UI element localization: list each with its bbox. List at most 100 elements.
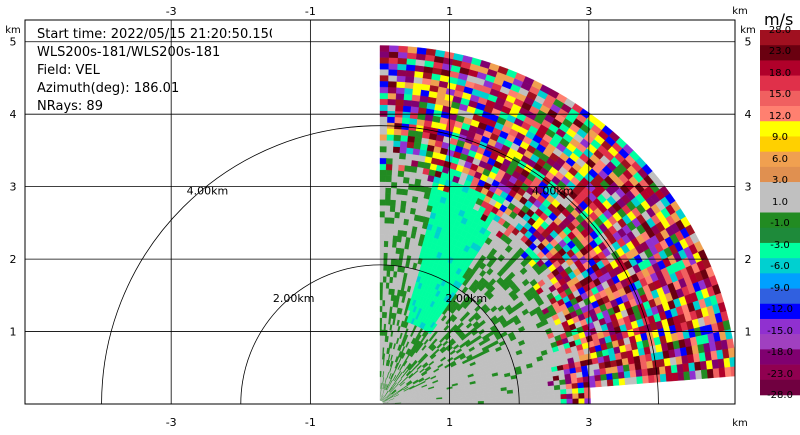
velocity-gate: [594, 374, 602, 382]
velocity-gate: [411, 153, 420, 162]
x-tick-label: -1: [305, 416, 316, 429]
velocity-gate: [387, 92, 397, 100]
velocity-gate: [571, 382, 579, 390]
colorbar-label: 3.0: [772, 175, 788, 187]
colorbar-segment: [760, 288, 800, 305]
velocity-gate: [560, 389, 567, 395]
velocity-gate: [379, 74, 389, 82]
velocity-gate: [552, 375, 560, 382]
velocity-gate: [507, 393, 514, 398]
velocity-gate: [566, 398, 574, 404]
y-unit-label: km: [5, 25, 21, 36]
velocity-gate: [572, 398, 579, 404]
velocity-gate: [389, 217, 395, 224]
velocity-gate: [571, 388, 579, 395]
velocity-gate: [518, 392, 526, 397]
velocity-gate: [386, 134, 395, 141]
velocity-gate: [396, 75, 407, 83]
velocity-gate: [391, 175, 399, 183]
velocity-gate: [388, 223, 395, 230]
velocity-gate: [530, 391, 538, 397]
velocity-gate: [395, 193, 403, 201]
y-tick-label: 4: [745, 108, 752, 121]
velocity-gate: [388, 234, 394, 242]
velocity-gate: [396, 187, 403, 195]
velocity-gate: [477, 401, 485, 404]
colorbar-label: -1.0: [770, 218, 790, 230]
velocity-gate: [416, 47, 428, 55]
x-tick-label: 1: [446, 5, 453, 18]
velocity-gate: [379, 264, 384, 271]
velocity-gate: [630, 376, 638, 385]
velocity-gate: [389, 211, 396, 218]
velocity-gate: [379, 282, 384, 289]
y-tick-label: 1: [745, 326, 752, 339]
colorbar-segment: [760, 106, 800, 122]
velocity-gate: [385, 175, 393, 183]
colorbar-label: 6.0: [772, 153, 788, 165]
velocity-gate: [641, 368, 649, 377]
velocity-gate: [399, 206, 407, 214]
velocity-gate: [396, 182, 404, 189]
velocity-gate: [688, 362, 696, 372]
velocity-gate: [385, 169, 393, 177]
velocity-gate: [384, 222, 390, 230]
velocity-gate: [379, 222, 385, 230]
velocity-gate: [379, 205, 386, 212]
velocity-gate: [570, 377, 578, 385]
velocity-gate: [384, 216, 391, 224]
colorbar-segment: [760, 318, 800, 335]
velocity-gate: [659, 373, 667, 383]
field-label: Field: VEL: [37, 63, 100, 78]
colorbar-segment: [760, 197, 800, 213]
velocity-gate: [379, 293, 384, 301]
velocity-gate: [553, 380, 561, 386]
colorbar-segment: [760, 212, 800, 229]
velocity-gate: [682, 363, 690, 373]
velocity-gate: [379, 187, 386, 194]
velocity-gate: [565, 383, 573, 390]
x-tick-label: -3: [166, 416, 177, 429]
velocity-gate: [548, 399, 556, 404]
velocity-gate: [665, 373, 673, 382]
velocity-gate: [595, 380, 602, 388]
velocity-gate: [542, 386, 549, 392]
velocity-gate: [677, 371, 685, 381]
velocity-gate: [565, 378, 573, 385]
x-tick-label: -1: [305, 5, 316, 18]
velocity-gate: [471, 398, 479, 402]
velocity-gate: [384, 199, 391, 206]
velocity-gate: [578, 398, 585, 404]
velocity-gate: [390, 187, 398, 195]
velocity-gate: [395, 199, 402, 207]
velocity-gate: [402, 182, 410, 190]
velocity-gate: [379, 139, 388, 147]
velocity-gate: [379, 80, 389, 88]
velocity-gate: [390, 193, 397, 201]
velocity-gate: [554, 394, 562, 400]
velocity-gate: [712, 368, 720, 378]
velocity-gate: [642, 375, 650, 384]
velocity-gate: [537, 399, 544, 404]
velocity-gate: [385, 187, 392, 194]
velocity-gate: [393, 223, 400, 231]
y-tick-label: 2: [10, 253, 17, 266]
velocity-gate: [387, 98, 397, 106]
velocity-gate: [483, 397, 491, 402]
velocity-gate: [501, 400, 508, 404]
velocity-gate: [495, 394, 502, 399]
velocity-gate: [402, 111, 411, 119]
velocity-gate: [718, 367, 726, 378]
velocity-gate: [581, 370, 590, 378]
range-ring: [101, 125, 659, 405]
velocity-gate: [387, 258, 392, 266]
velocity-gate: [386, 151, 394, 159]
velocity-gate: [379, 311, 383, 318]
colorbar-segment: [760, 30, 800, 46]
velocity-gate: [386, 276, 391, 283]
velocity-gate: [588, 375, 596, 383]
velocity-gate: [513, 396, 520, 401]
velocity-gate: [379, 270, 384, 277]
velocity-gate: [566, 393, 573, 400]
y-tick-label: 1: [10, 326, 17, 339]
